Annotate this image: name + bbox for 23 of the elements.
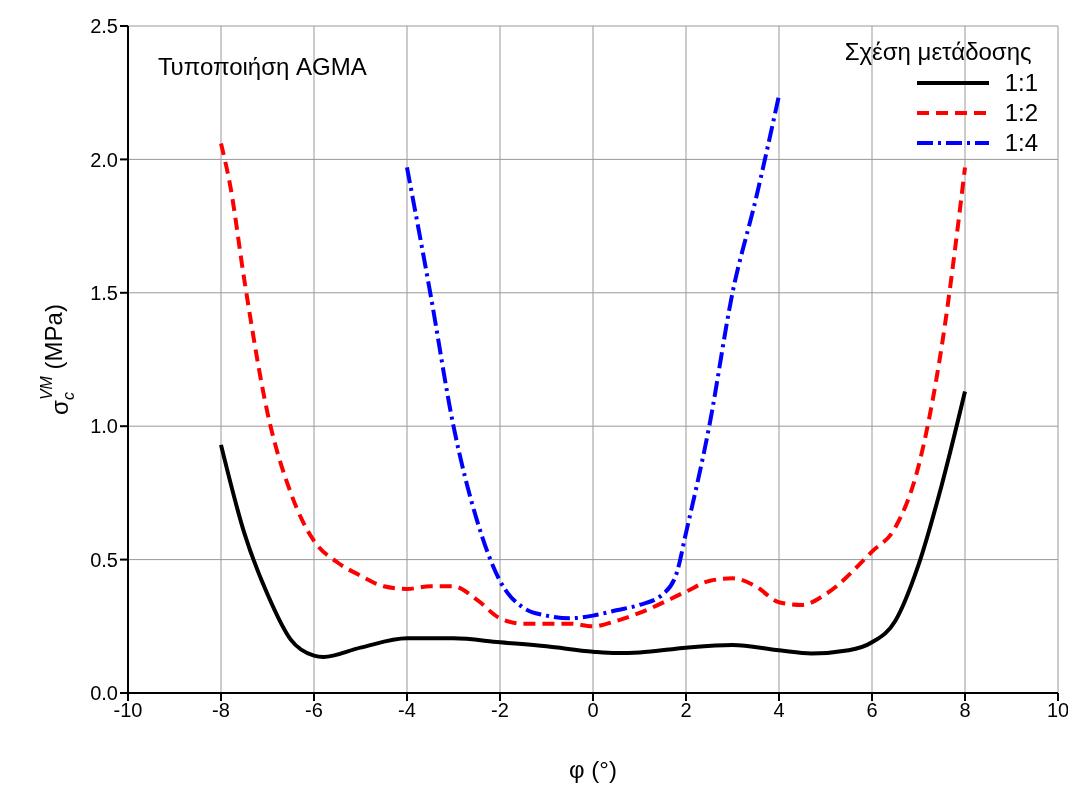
x-tick-label: 6 — [866, 699, 878, 722]
annotation: Τυποποιήση AGMA — [158, 53, 367, 81]
line-series — [219, 141, 967, 629]
line-series — [219, 389, 967, 659]
y-tick-label: 1.5 — [90, 281, 118, 304]
legend-title: Σχέση μετάδοσης — [844, 38, 1033, 66]
x-axis-title: φ (°) — [569, 756, 617, 783]
x-tick-label: -8 — [212, 699, 230, 722]
x-tick-label: -2 — [491, 699, 509, 722]
y-tick-label: 0.5 — [90, 548, 118, 571]
y-tick-label: 2.5 — [90, 15, 118, 38]
x-tick-label: -6 — [305, 699, 323, 722]
x-tick-label: -4 — [398, 699, 416, 722]
legend-label: 1:4 — [1004, 129, 1038, 157]
x-tick-label: 10 — [1046, 699, 1070, 722]
y-tick-label: 2.0 — [90, 148, 118, 171]
legend-label: 1:1 — [1004, 69, 1038, 97]
y-tick-label: 1.0 — [90, 415, 118, 438]
legend-label: 1:2 — [1004, 99, 1038, 127]
x-tick-label: 2 — [680, 699, 692, 722]
x-tick-label: 0 — [587, 699, 599, 722]
x-tick-label: 4 — [773, 699, 785, 722]
x-tick-label: 8 — [959, 699, 971, 722]
